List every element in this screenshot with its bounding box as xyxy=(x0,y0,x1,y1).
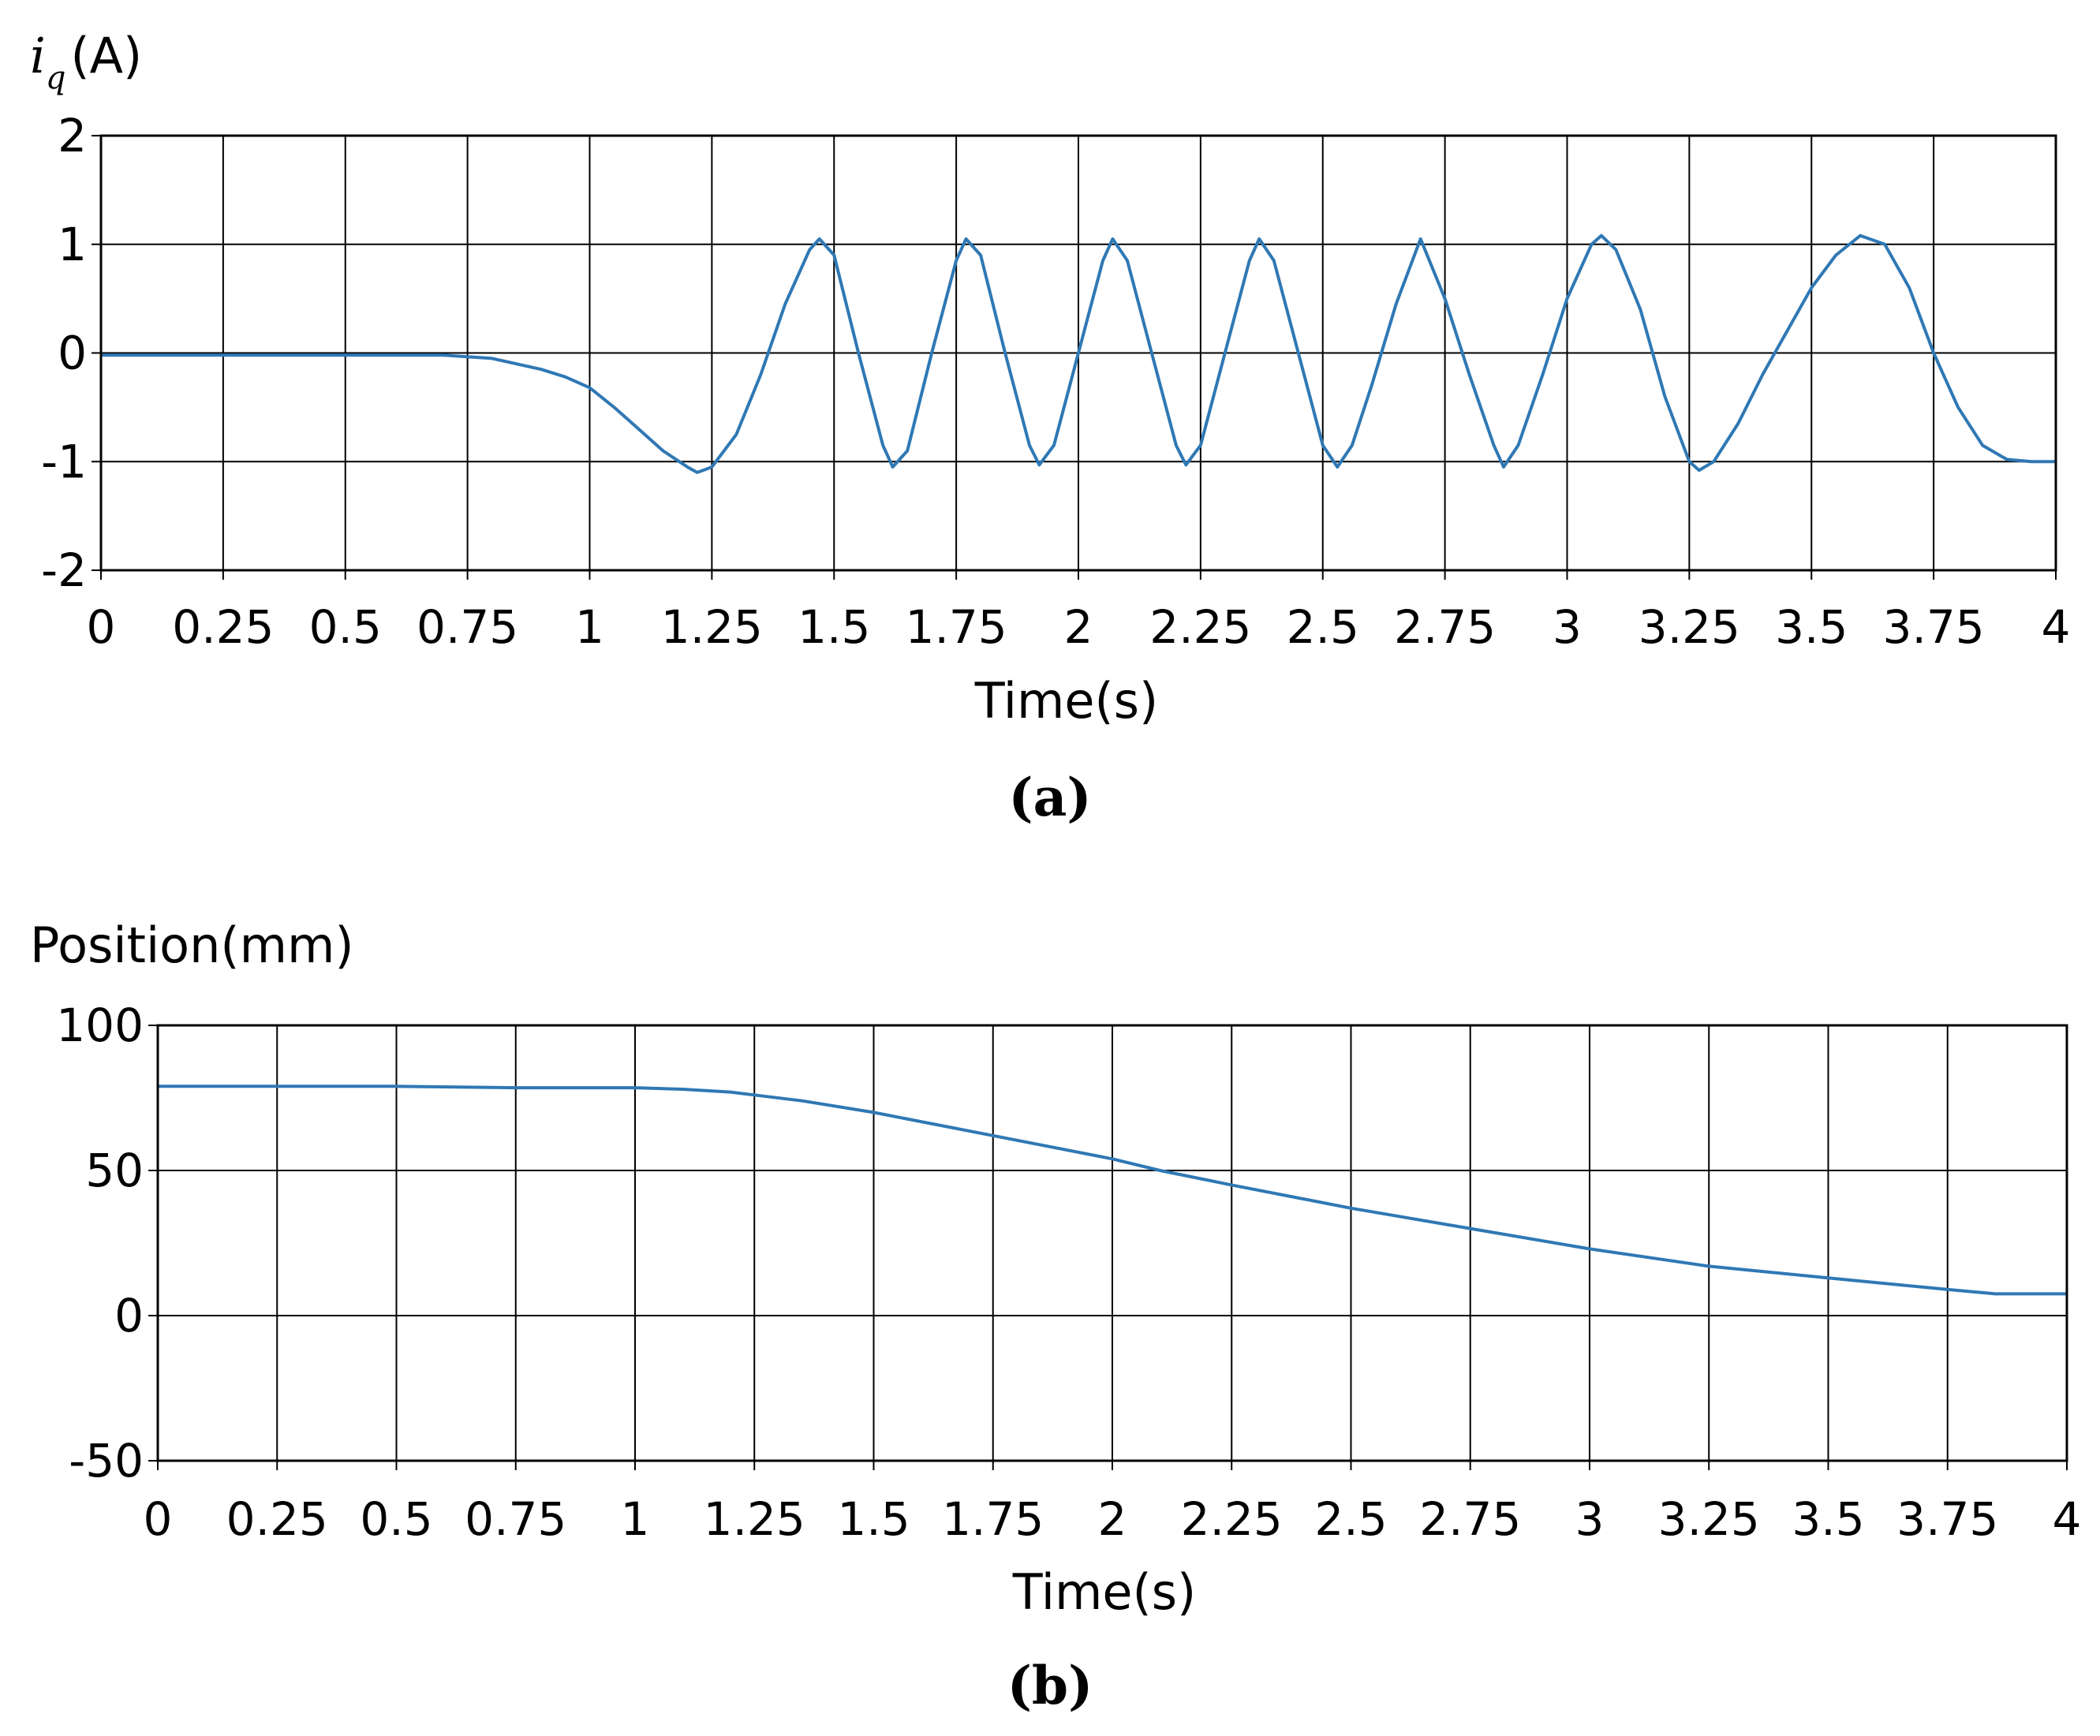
x-tick-label: 0.75 xyxy=(465,1492,566,1546)
x-tick-label: 1.75 xyxy=(906,600,1007,654)
series-line-iq xyxy=(101,233,2056,474)
plot-frame-a xyxy=(99,134,2057,572)
y-tick-label: 1 xyxy=(58,218,87,271)
x-tick-label: 4 xyxy=(2053,1492,2082,1546)
y-tick-label: -2 xyxy=(41,543,87,597)
x-tick-label: 3.75 xyxy=(1883,600,1985,654)
ylabel-unit: (A) xyxy=(70,27,142,84)
x-tick-label: 1 xyxy=(621,1492,650,1546)
series-line-position xyxy=(158,1085,2067,1296)
x-tick-label: 0 xyxy=(144,1492,173,1546)
chart-b: 0 0.25 0.5 0.75 1 1.25 1.5 1.75 2 2.25 2.5 2.75 3 3.2… xyxy=(30,917,2081,1716)
x-tick-label: 2.75 xyxy=(1419,1492,1521,1546)
y-axis-label-a: iq(A) xyxy=(30,27,142,96)
x-tick-label: 2.75 xyxy=(1394,600,1496,654)
x-tick-label: 2.5 xyxy=(1287,600,1359,654)
ticks-b: 0 0.25 0.5 0.75 1 1.25 1.5 1.75 2 2.25 2.5 2.75 3 3.2… xyxy=(56,999,2081,1546)
x-tick-label: 2.5 xyxy=(1314,1492,1387,1546)
x-tick-label: 1 xyxy=(575,600,604,654)
x-tick-label: 3.5 xyxy=(1792,1492,1864,1546)
ticks-a: 0 0.25 0.5 0.75 1 1.25 1.5 1.75 2 2.25 2.5 2.75 3 3.2… xyxy=(41,109,2070,654)
x-tick-label: 2.25 xyxy=(1149,600,1251,654)
x-tick-label: 3.25 xyxy=(1639,600,1740,654)
x-tick-label: 0.5 xyxy=(309,600,382,654)
x-axis-label-b: Time(s) xyxy=(1012,1563,1196,1621)
x-tick-label: 3 xyxy=(1575,1492,1605,1546)
plot-frame-b xyxy=(156,1024,2068,1462)
y-axis-label-b: Position(mm) xyxy=(30,917,354,974)
y-tick-label: 100 xyxy=(56,999,144,1052)
caption-b: (b) xyxy=(1007,1655,1093,1716)
chart-a: 0 0.25 0.5 0.75 1 1.25 1.5 1.75 2 2.25 2.5 2.75 3 3.2… xyxy=(30,27,2070,828)
x-tick-label: 1.75 xyxy=(942,1492,1044,1546)
grid-b xyxy=(157,1025,2068,1462)
caption-a: (a) xyxy=(1008,767,1091,828)
x-tick-label: 3.25 xyxy=(1658,1492,1760,1546)
y-tick-label: 50 xyxy=(85,1144,144,1197)
x-tick-label: 0.75 xyxy=(417,600,518,654)
x-tick-label: 0.5 xyxy=(360,1492,432,1546)
x-tick-label: 1.25 xyxy=(661,600,763,654)
x-tick-label: 1.25 xyxy=(704,1492,805,1546)
x-tick-label: 0.25 xyxy=(172,600,274,654)
ylabel-symbol: i xyxy=(30,27,46,84)
x-tick-label: 0.25 xyxy=(226,1492,328,1546)
x-tick-label: 3.75 xyxy=(1896,1492,1998,1546)
x-tick-label: 0 xyxy=(87,600,116,654)
x-tick-label: 4 xyxy=(2042,600,2071,654)
x-tick-label: 1.5 xyxy=(837,1492,910,1546)
x-tick-label: 3.5 xyxy=(1775,600,1848,654)
x-tick-label: 1.5 xyxy=(798,600,870,654)
x-tick-label: 2 xyxy=(1098,1492,1127,1546)
y-tick-label: 0 xyxy=(114,1289,144,1342)
x-tick-label: 2 xyxy=(1064,600,1093,654)
y-tick-label: 2 xyxy=(58,109,87,162)
y-tick-label: -1 xyxy=(41,435,87,488)
ylabel-subscript: q xyxy=(46,60,66,96)
x-tick-label: 3 xyxy=(1553,600,1582,654)
x-axis-label-a: Time(s) xyxy=(974,672,1158,730)
y-tick-label: -50 xyxy=(69,1434,144,1488)
x-tick-label: 2.25 xyxy=(1181,1492,1283,1546)
y-tick-label: 0 xyxy=(58,327,87,380)
